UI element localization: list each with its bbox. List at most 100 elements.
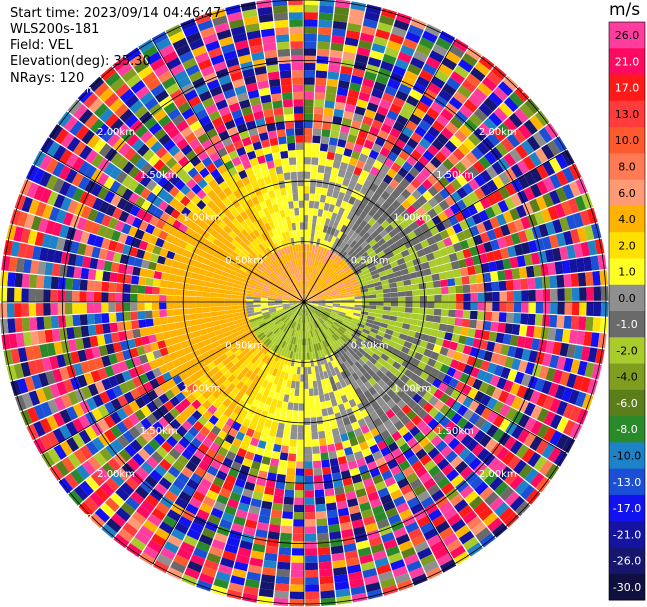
velocity-gate (319, 568, 333, 577)
velocity-gate (79, 145, 93, 160)
velocity-gate (357, 129, 369, 140)
velocity-gate (524, 417, 537, 432)
velocity-gate (204, 343, 214, 352)
velocity-gate (294, 330, 298, 338)
velocity-gate (516, 255, 526, 268)
velocity-gate (340, 251, 348, 259)
velocity-gate (266, 320, 274, 326)
velocity-gate (336, 282, 344, 288)
velocity-gate (348, 196, 357, 205)
velocity-gate (238, 305, 247, 309)
velocity-gate (80, 325, 90, 338)
velocity-gate (323, 339, 330, 348)
velocity-gate (84, 348, 94, 361)
velocity-gate (217, 259, 227, 267)
velocity-gate (264, 486, 275, 496)
velocity-gate (330, 272, 338, 280)
velocity-gate (390, 260, 399, 268)
velocity-gate (594, 238, 605, 255)
velocity-gate (81, 460, 96, 476)
velocity-gate (216, 494, 229, 505)
velocity-gate (274, 337, 281, 345)
velocity-gate (477, 82, 493, 97)
velocity-gate (76, 374, 88, 388)
velocity-gate (325, 338, 332, 346)
velocity-gate (325, 297, 333, 300)
velocity-gate (306, 288, 310, 296)
velocity-gate (461, 52, 478, 67)
velocity-gate (333, 245, 340, 254)
velocity-gate (375, 289, 384, 295)
velocity-gate (146, 425, 159, 438)
velocity-gate (197, 210, 207, 220)
velocity-gate (489, 374, 501, 387)
velocity-gate (398, 83, 412, 95)
velocity-gate (237, 399, 246, 409)
velocity-gate (285, 289, 293, 295)
velocity-gate (202, 215, 213, 225)
velocity-gate (416, 184, 428, 195)
velocity-gate (277, 422, 285, 431)
velocity-gate (556, 356, 567, 371)
velocity-gate (290, 321, 296, 329)
velocity-gate (203, 559, 219, 571)
velocity-gate (318, 303, 326, 306)
velocity-gate (264, 282, 272, 288)
velocity-gate (228, 324, 237, 331)
velocity-gate (427, 173, 439, 186)
velocity-gate (319, 349, 325, 358)
velocity-gate (306, 288, 310, 296)
velocity-gate (103, 260, 113, 272)
velocity-gate (29, 317, 38, 331)
velocity-gate (175, 321, 184, 330)
velocity-gate (443, 507, 458, 521)
velocity-gate (222, 379, 232, 389)
velocity-gate (164, 257, 173, 267)
velocity-gate (376, 250, 386, 259)
velocity-gate (460, 207, 472, 220)
velocity-gate (340, 335, 348, 343)
velocity-gate (439, 416, 451, 428)
velocity-gate (294, 290, 300, 297)
velocity-gate (308, 315, 312, 323)
velocity-gate (381, 279, 389, 286)
velocity-gate (434, 400, 445, 411)
velocity-gate (473, 160, 486, 174)
velocity-gate (373, 320, 381, 327)
velocity-gate (284, 209, 290, 217)
velocity-gate (423, 364, 434, 374)
velocity-gate (180, 296, 189, 302)
velocity-gate (376, 297, 384, 302)
velocity-gate (363, 325, 372, 332)
velocity-gate (39, 154, 53, 171)
velocity-gate (322, 415, 330, 424)
velocity-gate (136, 208, 147, 220)
velocity-gate (385, 370, 395, 380)
velocity-gate (287, 311, 294, 318)
velocity-gate (316, 518, 328, 527)
velocity-gate (500, 367, 511, 380)
velocity-gate (186, 478, 199, 491)
velocity-gate (291, 329, 295, 337)
velocity-gate (455, 310, 464, 318)
velocity-gate (226, 212, 236, 222)
velocity-gate (283, 341, 289, 350)
velocity-gate (218, 279, 227, 286)
velocity-gate (353, 481, 365, 491)
velocity-gate (407, 63, 422, 76)
velocity-gate (369, 302, 377, 306)
velocity-gate (163, 193, 174, 204)
velocity-gate (172, 37, 188, 51)
velocity-gate (347, 302, 355, 305)
velocity-gate (315, 402, 321, 411)
velocity-gate (196, 199, 207, 210)
velocity-gate (267, 472, 277, 481)
velocity-gate (497, 354, 507, 367)
velocity-gate (338, 388, 346, 397)
velocity-gate (282, 325, 289, 333)
velocity-gate (360, 285, 368, 290)
velocity-gate (329, 56, 342, 66)
velocity-gate (194, 369, 205, 379)
velocity-gate (393, 527, 408, 539)
velocity-gate (209, 442, 221, 453)
